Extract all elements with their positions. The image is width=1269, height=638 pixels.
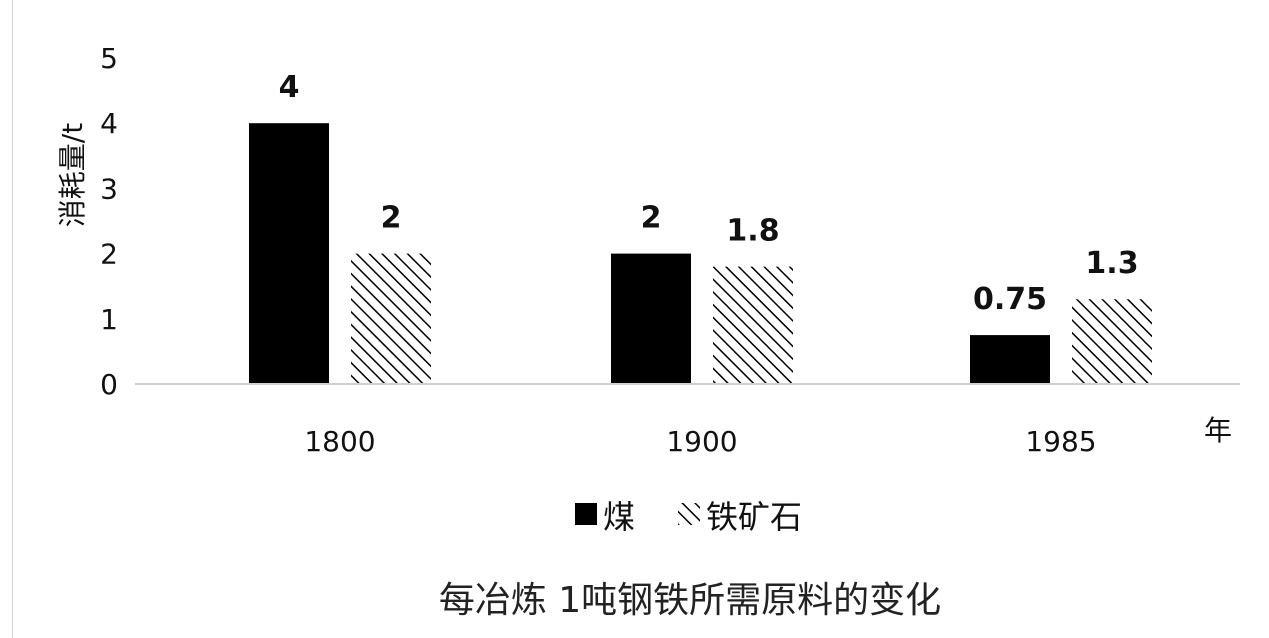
- legend-label-coal: 煤: [603, 498, 635, 536]
- chart-title: 每冶炼 1吨钢铁所需原料的变化: [439, 580, 941, 621]
- bar-iron-ore-1985: [1072, 299, 1152, 384]
- legend-label-iron-ore: 铁矿石: [706, 498, 802, 536]
- data-label-iron-ore-1985: 1.3: [1085, 246, 1138, 281]
- y-tick-label: 4: [100, 107, 118, 140]
- left-border-line: [12, 0, 13, 638]
- x-tick-label: 1800: [304, 425, 375, 458]
- bar-coal-1900: [611, 253, 691, 384]
- y-tick-label: 0: [100, 368, 118, 401]
- data-label-coal-1900: 2: [641, 201, 662, 236]
- bar-iron-ore-1800: [351, 253, 431, 384]
- y-tick-label: 3: [100, 172, 118, 205]
- legend-swatch-coal: [575, 503, 597, 525]
- x-tick-label: 1985: [1025, 425, 1096, 458]
- bars-group: [249, 123, 1152, 384]
- y-tick-label: 2: [100, 238, 118, 271]
- data-labels-group: 4 2 2 1.8 0.75 1.3: [279, 70, 1139, 317]
- bar-coal-1800: [249, 123, 329, 384]
- x-axis-label: 年: [1204, 414, 1232, 447]
- y-tick-label: 1: [100, 303, 118, 336]
- y-tick-label: 5: [100, 42, 118, 75]
- data-label-iron-ore-1900: 1.8: [726, 214, 779, 249]
- x-axis-ticks: 1800 1900 1985: [304, 425, 1096, 458]
- legend: 煤 铁矿石: [575, 498, 802, 536]
- data-label-coal-1800: 4: [279, 70, 300, 105]
- y-axis-label: 消耗量/t: [56, 123, 89, 227]
- data-label-iron-ore-1800: 2: [381, 201, 402, 236]
- y-axis-ticks: 0 1 2 3 4 5: [100, 42, 118, 401]
- bar-coal-1985: [970, 335, 1050, 384]
- legend-swatch-iron-ore: [678, 503, 700, 525]
- x-tick-label: 1900: [666, 425, 737, 458]
- bar-iron-ore-1900: [713, 266, 793, 384]
- data-label-coal-1985: 0.75: [973, 282, 1047, 317]
